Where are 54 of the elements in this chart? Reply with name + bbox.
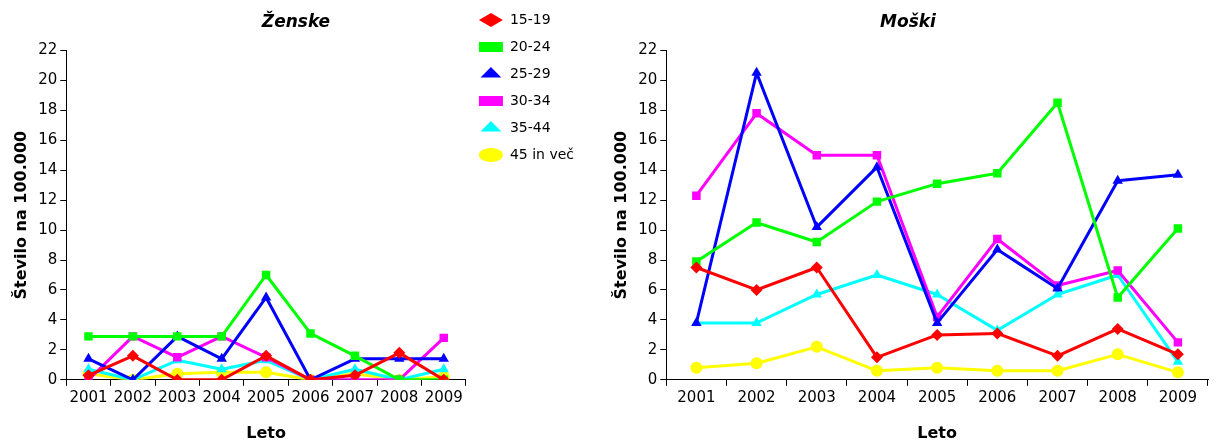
x-tick-label: 2001	[677, 387, 716, 406]
y-tick-label: 4	[47, 309, 58, 328]
y-tick-label: 22	[38, 40, 58, 59]
x-tick-label: 2003	[158, 387, 197, 406]
x-axis-title: Leto	[246, 422, 286, 442]
y-tick-label: 6	[47, 279, 58, 298]
y-tick-label: 4	[647, 309, 658, 328]
y-tick-label: 20	[638, 70, 658, 89]
y-tick-label: 14	[638, 160, 658, 179]
x-axis-title: Leto	[917, 422, 957, 442]
y-tick-label: 10	[38, 219, 58, 238]
y-tick-label: 22	[638, 40, 658, 59]
x-tick-label: 2007	[335, 387, 375, 406]
legend-label: 30-34	[509, 91, 551, 108]
y-tick-label: 8	[647, 249, 658, 268]
x-tick-label: 2006	[978, 387, 1017, 406]
x-tick-label: 2002	[737, 387, 776, 406]
y-tick-label: 0	[47, 369, 58, 388]
x-tick-label: 2007	[1038, 387, 1077, 406]
legend-label: 20-24	[509, 37, 551, 54]
y-tick-label: 10	[638, 219, 658, 238]
x-tick-label: 2002	[113, 387, 152, 406]
y-tick-label: 14	[38, 160, 58, 179]
x-tick-label: 2005	[918, 387, 957, 406]
y-tick-label: 0	[647, 369, 658, 388]
x-tick-label: 2004	[202, 387, 241, 406]
x-tick-label: 2005	[247, 387, 286, 406]
chart-title: Moški	[880, 10, 938, 31]
x-tick-label: 2009	[424, 387, 463, 406]
y-tick-label: 8	[47, 249, 58, 268]
legend-label: 35-44	[509, 118, 551, 135]
y-tick-label: 6	[647, 279, 658, 298]
chart-title: Ženske	[260, 9, 331, 31]
x-tick-label: 2003	[797, 387, 836, 406]
y-tick-label: 16	[38, 130, 58, 149]
y-tick-label: 2	[647, 339, 658, 358]
legend-label: 25-29	[509, 64, 551, 81]
y-tick-label: 16	[638, 130, 658, 149]
y-tick-label: 2	[47, 339, 58, 358]
x-tick-label: 2004	[857, 387, 897, 406]
x-tick-label: 2001	[69, 387, 108, 406]
y-axis-title: Število na 100.000	[10, 130, 30, 300]
y-tick-label: 18	[38, 100, 58, 119]
x-tick-label: 2008	[1098, 387, 1137, 406]
x-tick-label: 2008	[380, 387, 419, 406]
y-tick-label: 18	[638, 100, 658, 119]
y-tick-label: 12	[638, 190, 658, 209]
legend-label: 15-19	[509, 10, 551, 27]
legend-label: 45 in več	[509, 145, 574, 162]
x-tick-label: 2006	[291, 387, 330, 406]
x-tick-label: 2009	[1158, 387, 1197, 406]
y-axis-title: Število na 100.000	[610, 130, 630, 300]
y-tick-label: 12	[38, 190, 58, 209]
y-tick-label: 20	[38, 70, 58, 89]
